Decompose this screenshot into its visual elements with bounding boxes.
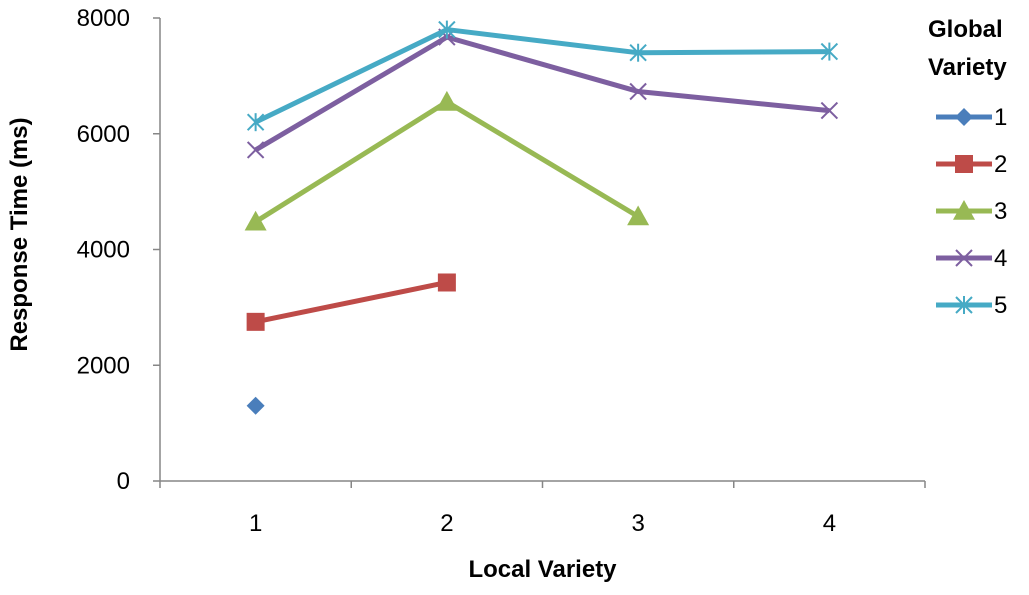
legend-swatch-marker bbox=[953, 200, 975, 220]
y-tick-label: 4000 bbox=[77, 237, 130, 264]
marker-shape bbox=[820, 101, 839, 120]
series-line-3 bbox=[254, 99, 640, 224]
legend-title: Variety bbox=[928, 54, 1007, 81]
y-tick-label: 6000 bbox=[77, 121, 130, 148]
series-layer bbox=[244, 20, 839, 415]
y-tick-label: 2000 bbox=[77, 352, 130, 379]
data-point bbox=[246, 312, 265, 331]
marker-shape bbox=[629, 82, 647, 101]
marker-shape bbox=[955, 249, 973, 267]
series-line-4 bbox=[254, 34, 830, 153]
data-point bbox=[246, 113, 265, 132]
marker-shape bbox=[246, 141, 265, 159]
data-point bbox=[437, 273, 456, 292]
marker-shape bbox=[953, 200, 975, 220]
legend-title: Global bbox=[928, 16, 1003, 43]
data-point bbox=[629, 43, 647, 62]
data-point bbox=[820, 42, 839, 61]
legend-entry-4: 4 bbox=[936, 245, 1007, 272]
marker-shape bbox=[246, 312, 265, 331]
marker-shape bbox=[435, 90, 458, 111]
marker-shape bbox=[955, 155, 973, 173]
series-2 bbox=[246, 273, 456, 331]
legend-label: 4 bbox=[994, 245, 1007, 272]
legend-label: 1 bbox=[994, 104, 1007, 131]
data-point bbox=[820, 101, 839, 120]
legend-swatch-marker bbox=[955, 108, 973, 126]
legend-swatch-marker bbox=[955, 155, 973, 173]
data-point bbox=[246, 141, 265, 159]
x-axis-title: Local Variety bbox=[468, 556, 617, 583]
y-tick-label: 8000 bbox=[77, 5, 130, 32]
legend-entry-3: 3 bbox=[936, 198, 1007, 225]
data-point bbox=[627, 205, 650, 226]
legend: Global Variety 1 2 3 4 5 bbox=[928, 16, 1007, 319]
legend-label: 3 bbox=[994, 198, 1007, 225]
x-tick-label: 1 bbox=[249, 510, 262, 537]
marker-shape bbox=[955, 108, 973, 126]
data-point bbox=[438, 20, 456, 39]
legend-entry-5: 5 bbox=[936, 292, 1007, 319]
x-tick-label: 4 bbox=[823, 510, 836, 537]
series-3 bbox=[244, 90, 650, 231]
series-1 bbox=[246, 396, 265, 415]
legend-entry-2: 2 bbox=[936, 151, 1007, 178]
legend-entry-1: 1 bbox=[936, 104, 1007, 131]
series-5 bbox=[246, 20, 839, 132]
data-point bbox=[629, 82, 647, 101]
marker-shape bbox=[244, 210, 267, 231]
legend-swatch-marker bbox=[955, 296, 973, 314]
data-point bbox=[435, 90, 458, 111]
series-line-2 bbox=[255, 280, 448, 325]
y-tick-label: 0 bbox=[117, 468, 130, 495]
data-point bbox=[244, 210, 267, 231]
marker-shape bbox=[246, 396, 265, 415]
x-tick-label: 3 bbox=[631, 510, 644, 537]
y-axis-title: Response Time (ms) bbox=[6, 117, 33, 351]
marker-shape bbox=[627, 205, 650, 226]
series-line-5 bbox=[254, 27, 830, 125]
series-4 bbox=[246, 28, 839, 159]
axes: 0 2000 4000 6000 8000 1 2 3 4 bbox=[77, 5, 926, 537]
legend-label: 2 bbox=[994, 151, 1007, 178]
data-point bbox=[246, 396, 265, 415]
legend-label: 5 bbox=[994, 292, 1007, 319]
marker-shape bbox=[437, 273, 456, 292]
legend-swatch-marker bbox=[955, 249, 973, 267]
x-tick-label: 2 bbox=[440, 510, 453, 537]
